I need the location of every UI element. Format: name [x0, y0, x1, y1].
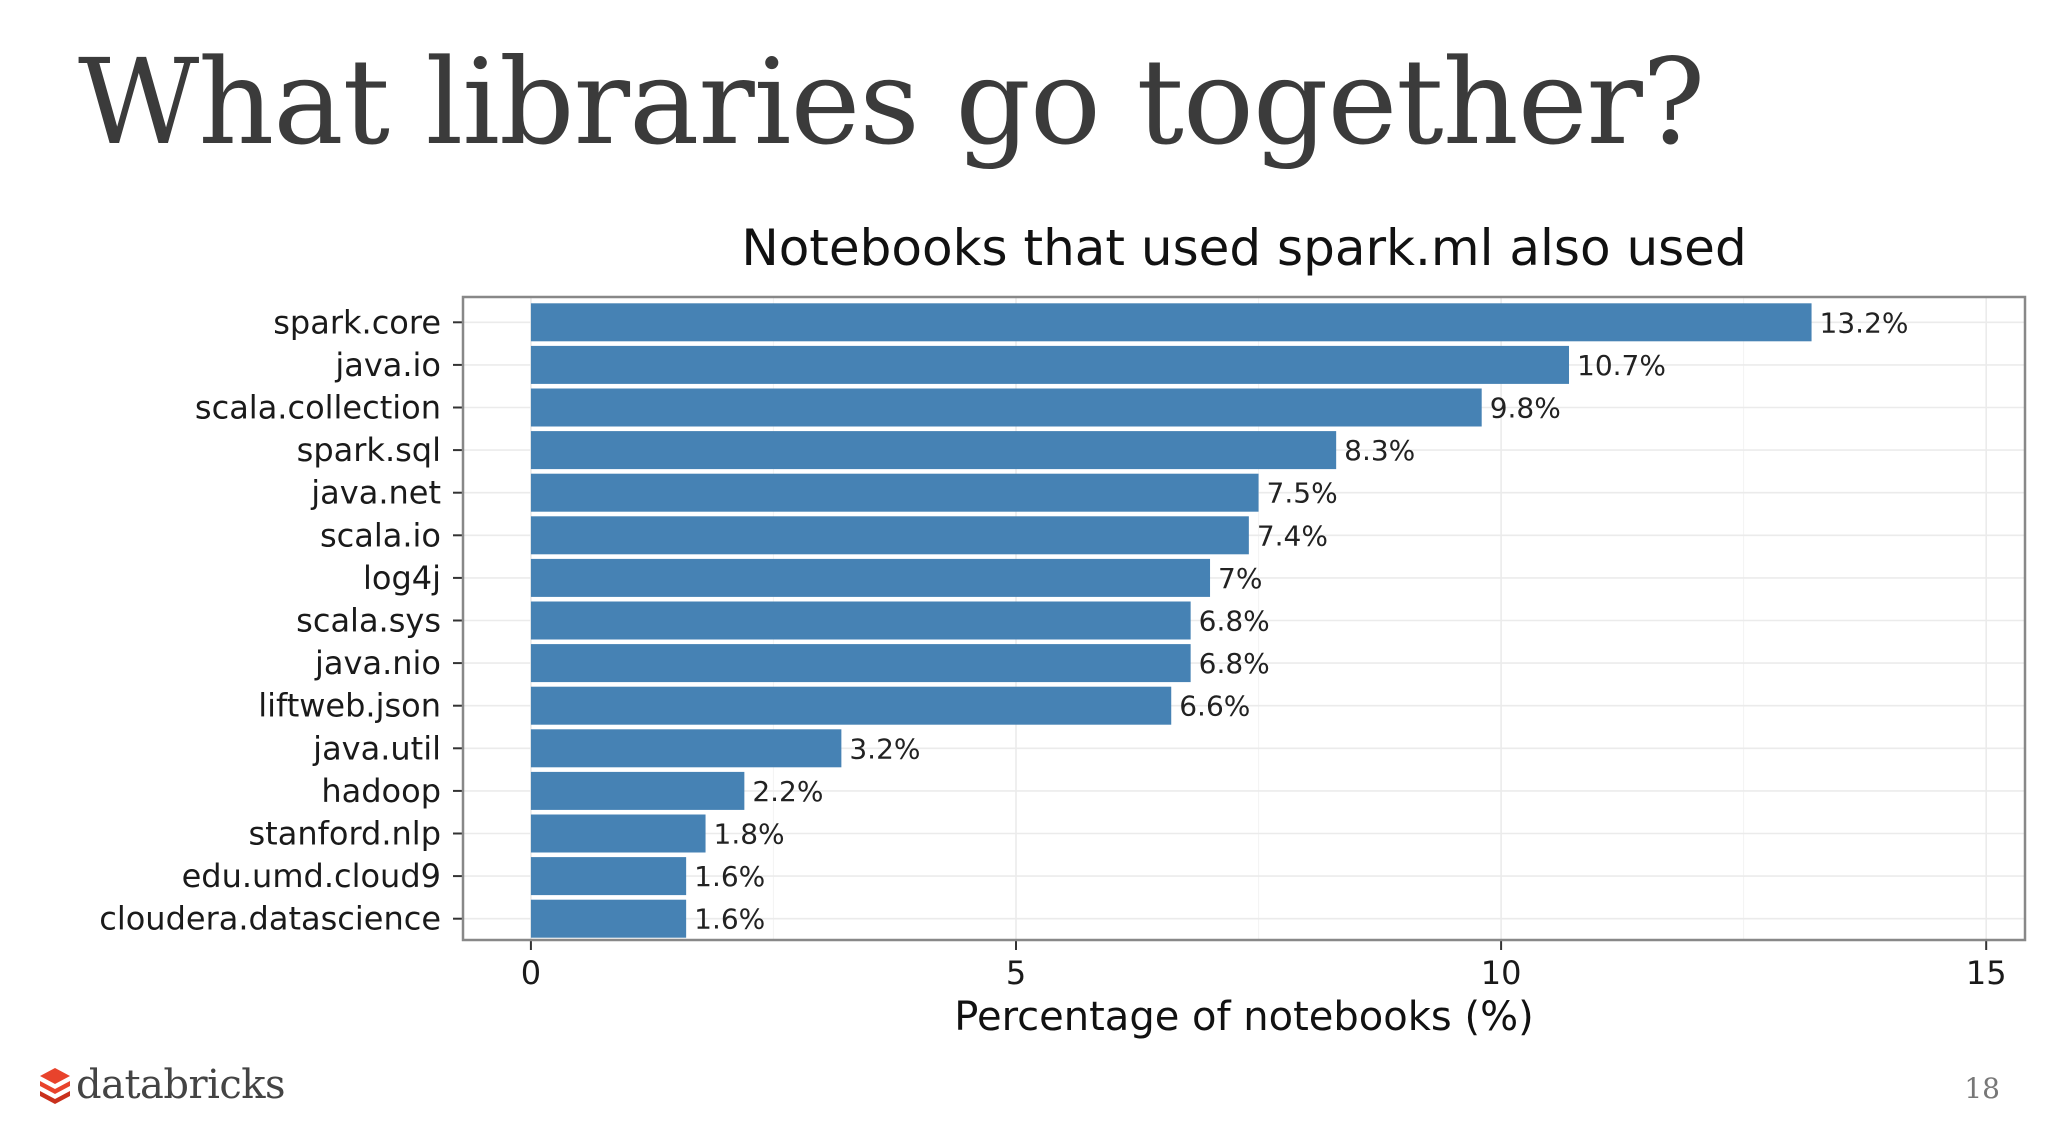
slide-title: What libraries go together? [78, 33, 1705, 171]
data-label: 6.6% [1179, 690, 1250, 723]
data-label: 6.8% [1199, 605, 1270, 638]
y-tick-label: cloudera.datascience [99, 900, 441, 938]
y-tick-label: java.io [334, 346, 441, 384]
x-tick-label: 5 [1006, 954, 1026, 992]
bar [530, 303, 1812, 342]
bar [530, 729, 842, 768]
bar [530, 771, 745, 810]
data-label: 1.6% [694, 860, 765, 893]
data-label: 3.2% [849, 732, 920, 765]
data-label: 6.8% [1199, 647, 1270, 680]
data-label: 1.6% [694, 903, 765, 936]
chart-axes: spark.core java.io scala.collection spark.s… [99, 303, 2006, 992]
bar [530, 388, 1482, 427]
data-label: 1.8% [714, 818, 785, 851]
bar [530, 899, 687, 938]
y-tick-label: java.nio [314, 644, 441, 682]
bar [530, 601, 1191, 640]
databricks-logo: databricks [38, 1062, 286, 1108]
y-tick-label: java.net [310, 474, 441, 512]
data-label: 7.5% [1267, 477, 1338, 510]
data-label: 7% [1218, 562, 1262, 595]
bar [530, 686, 1172, 725]
bar-chart: Notebooks that used spark.ml also used 1… [99, 219, 2027, 1040]
bar [530, 431, 1337, 470]
y-tick-label: hadoop [321, 772, 441, 810]
y-tick-label: spark.core [273, 303, 441, 341]
bar [530, 516, 1249, 555]
chart-title: Notebooks that used spark.ml also used [741, 219, 1746, 277]
y-tick-label: scala.collection [195, 389, 441, 427]
bar [530, 644, 1191, 683]
x-tick-label: 10 [1481, 954, 1522, 992]
chart-panel-border [461, 295, 2027, 942]
data-label: 9.8% [1490, 392, 1561, 425]
bar [530, 473, 1259, 512]
data-label: 7.4% [1257, 519, 1328, 552]
logo-text: databricks [76, 1062, 286, 1108]
page-number: 18 [1964, 1072, 2000, 1105]
y-tick-label: spark.sql [297, 431, 441, 469]
y-tick-label: scala.io [320, 516, 441, 554]
y-tick-label: scala.sys [296, 602, 441, 640]
data-label: 13.2% [1820, 306, 1909, 339]
databricks-logo-icon [40, 1068, 70, 1104]
bar [530, 814, 706, 853]
x-tick-label: 0 [521, 954, 541, 992]
bar [530, 345, 1570, 384]
data-label: 8.3% [1344, 434, 1415, 467]
bar [530, 558, 1211, 597]
y-tick-label: liftweb.json [258, 687, 441, 725]
y-tick-label: java.util [312, 729, 441, 767]
data-label: 2.2% [752, 775, 823, 808]
y-tick-label: log4j [363, 559, 441, 597]
bar [530, 857, 687, 896]
x-axis-label: Percentage of notebooks (%) [954, 994, 1533, 1040]
chart-bars: 13.2% 10.7% 9.8% 8.3%7.5% 7.4% 7% 6.8% 6.8% 6.6%… [530, 303, 1909, 938]
y-tick-label: edu.umd.cloud9 [182, 857, 441, 895]
x-tick-label: 15 [1966, 954, 2007, 992]
data-label: 10.7% [1577, 349, 1666, 382]
y-tick-label: stanford.nlp [248, 815, 441, 853]
